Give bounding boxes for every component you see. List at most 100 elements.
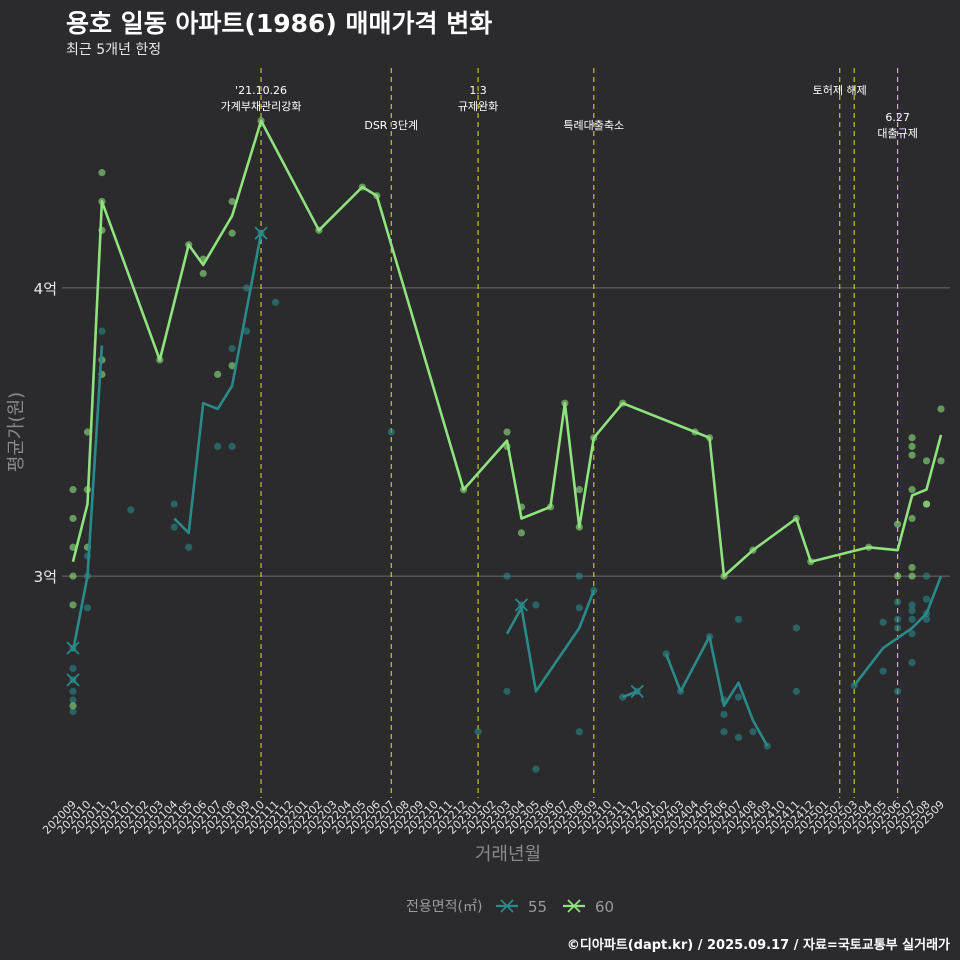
data-point-55	[720, 710, 728, 719]
data-point-60	[69, 543, 77, 551]
data-point-60	[228, 229, 236, 237]
data-point-55	[922, 595, 931, 603]
data-point-55	[214, 442, 222, 451]
data-point-55	[908, 615, 916, 623]
event-label: '21.10.26	[235, 84, 287, 97]
data-point-55	[720, 728, 728, 736]
data-point-55	[894, 687, 902, 695]
data-point-55	[69, 707, 77, 716]
data-point-60	[908, 434, 916, 442]
source-caption: ©디아파트(dapt.kr) / 2025.09.17 / 자료=국토교통부 실…	[566, 938, 950, 953]
series-line-55	[71, 345, 104, 652]
event-label: 규제완화	[458, 100, 498, 113]
data-point-60	[228, 197, 236, 206]
chart-title: 용호 일동 아파트(1986) 매매가격 변화	[66, 9, 493, 38]
event-label: 대출규제	[877, 127, 917, 140]
y-axis-title: 평균가(원)	[6, 392, 27, 472]
cross-marker-55	[66, 641, 80, 655]
data-point-55	[503, 687, 511, 695]
data-point-55	[185, 543, 193, 551]
data-point-55	[734, 615, 743, 623]
data-point-55	[908, 601, 916, 609]
data-point-55	[908, 630, 916, 638]
data-point-60	[937, 405, 945, 413]
series-line-55	[505, 590, 596, 693]
series-line-55	[664, 635, 769, 747]
x-axis-title: 거래년월	[475, 844, 541, 865]
data-point-60	[503, 428, 511, 436]
data-point-60	[922, 457, 931, 465]
event-label: 6.27	[885, 111, 910, 124]
data-point-60	[98, 169, 106, 177]
data-point-55	[792, 624, 800, 632]
axes: 3억4억202009202010202011202012202101202102…	[6, 280, 947, 865]
data-point-55	[532, 765, 540, 773]
data-point-60	[575, 486, 583, 494]
data-point-60	[69, 486, 77, 494]
cross-marker-55	[630, 684, 644, 699]
data-point-55	[474, 728, 482, 736]
data-point-60	[908, 514, 916, 523]
cross-marker-55	[514, 598, 529, 612]
series-line-60	[71, 119, 943, 578]
data-point-60	[922, 500, 931, 508]
data-point-60	[228, 362, 236, 370]
data-point-60	[908, 572, 916, 580]
data-point-60	[69, 702, 77, 710]
y-tick-label: 4억	[34, 280, 57, 298]
data-point-60	[908, 563, 916, 572]
data-point-55	[575, 728, 583, 736]
legend-label-60: 60	[595, 898, 614, 916]
data-point-60	[908, 442, 916, 451]
series-line-55	[622, 690, 638, 699]
data-point-55	[69, 696, 77, 704]
data-point-55	[922, 572, 931, 580]
event-label: 특례대출축소	[563, 119, 624, 132]
legend-title: 전용면적(㎡)	[406, 899, 482, 915]
data-point-55	[69, 664, 77, 672]
data-point-55	[894, 624, 902, 632]
data-point-55	[98, 327, 106, 335]
data-point-55	[170, 500, 178, 508]
data-point-55	[894, 598, 902, 606]
data-point-60	[908, 451, 916, 459]
event-label: 가계부채관리강화	[221, 100, 302, 113]
data-point-55	[503, 572, 511, 580]
y-tick-label: 3억	[34, 568, 57, 586]
data-point-55	[170, 523, 178, 531]
data-point-55	[243, 327, 251, 335]
legend-swatch-cross-60	[567, 899, 581, 913]
data-points	[69, 117, 945, 773]
data-point-55	[792, 687, 800, 695]
data-point-55	[228, 344, 236, 353]
data-point-55	[575, 572, 583, 580]
data-point-60	[894, 520, 902, 528]
data-point-55	[734, 733, 743, 742]
event-label: DSR 3단계	[364, 119, 418, 132]
event-label: 토허제 해제	[813, 83, 867, 97]
data-point-55	[908, 658, 916, 667]
legend-label-55: 55	[528, 898, 547, 916]
data-point-55	[387, 428, 395, 436]
data-point-60	[908, 486, 916, 494]
data-point-55	[271, 298, 280, 306]
data-point-55	[243, 284, 251, 292]
data-point-60	[69, 514, 77, 523]
data-point-55	[127, 506, 135, 514]
data-point-55	[69, 687, 77, 695]
data-point-60	[894, 572, 902, 580]
chart-subtitle: 최근 5개년 한정	[66, 42, 162, 58]
data-point-60	[214, 370, 222, 378]
series-line-55	[173, 232, 263, 535]
data-point-55	[879, 667, 887, 675]
series-lines	[71, 119, 943, 747]
data-point-60	[83, 428, 92, 436]
data-point-55	[532, 601, 540, 609]
data-point-55	[749, 728, 757, 736]
event-label: 1.3	[469, 84, 487, 97]
single-trade-markers	[66, 226, 644, 699]
cross-marker-55	[254, 226, 268, 240]
series-line-55	[853, 575, 943, 687]
